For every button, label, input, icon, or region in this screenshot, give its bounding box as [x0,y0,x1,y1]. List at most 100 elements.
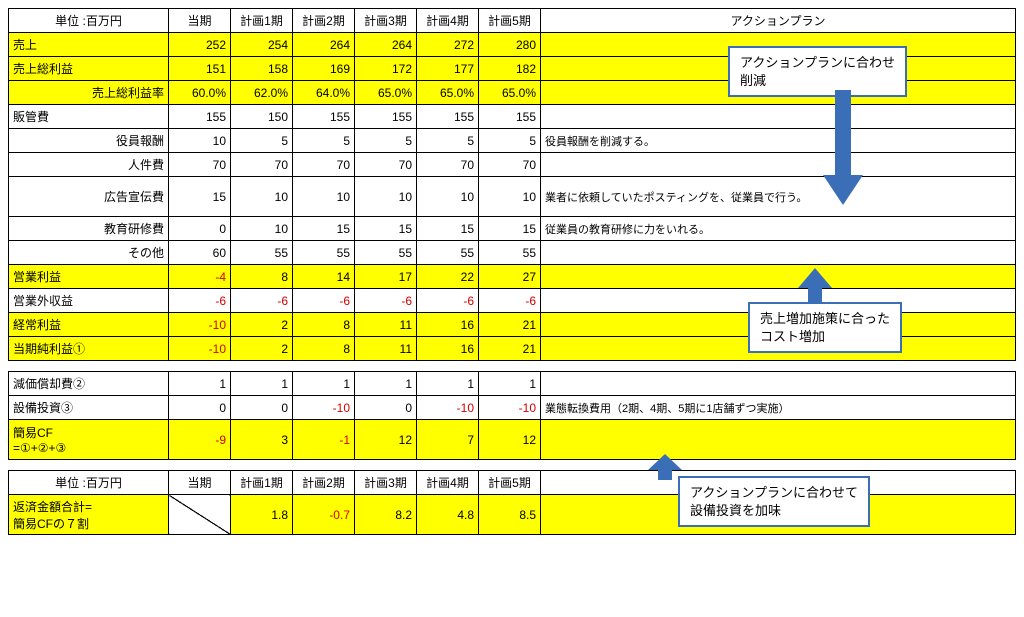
row-label: 売上総利益 [9,57,169,81]
action-cell: 業者に依頼していたポスティングを、従業員で行う。 [541,177,1016,217]
cell: 8 [293,313,355,337]
hdr3-p2: 計画2期 [293,471,355,495]
cell: 10 [231,217,293,241]
cell: 0 [169,217,231,241]
table-row: その他605555555555 [9,241,1016,265]
cell: 62.0% [231,81,293,105]
cell: 12 [355,420,417,460]
cell: 155 [417,105,479,129]
cell: 169 [293,57,355,81]
cell: 158 [231,57,293,81]
table-row: 設備投資③00-100-10-10業態転換費用（2期、4期、5期に1店舗ずつ実施… [9,396,1016,420]
cell: 70 [169,153,231,177]
cell: 172 [355,57,417,81]
cell: -6 [231,289,293,313]
cell: 10 [293,177,355,217]
hdr3-p3: 計画3期 [355,471,417,495]
cell: -10 [417,396,479,420]
table-row: 人件費707070707070 [9,153,1016,177]
cell: -6 [417,289,479,313]
cell: 55 [355,241,417,265]
hdr3-p4: 計画4期 [417,471,479,495]
hdr-p2: 計画2期 [293,9,355,33]
cell: 70 [417,153,479,177]
cell: 55 [479,241,541,265]
callout-text: 売上増加施策に合ったコスト増加 [760,311,890,344]
cell: 0 [355,396,417,420]
cell: 1 [355,372,417,396]
cell: 21 [479,337,541,361]
cell: 70 [479,153,541,177]
row-label: 設備投資③ [9,396,169,420]
cell: -10 [169,337,231,361]
cell: 8.5 [479,495,541,535]
cell: -10 [479,396,541,420]
cell: 55 [417,241,479,265]
cell: 65.0% [417,81,479,105]
row-label: 売上総利益率 [9,81,169,105]
cell: 1 [293,372,355,396]
row-label: 教育研修費 [9,217,169,241]
cell: 21 [479,313,541,337]
cell: 0 [169,396,231,420]
hdr-p3: 計画3期 [355,9,417,33]
hdr-cur: 当期 [169,9,231,33]
cell: 155 [355,105,417,129]
cell: -6 [169,289,231,313]
cell: 11 [355,337,417,361]
action-cell [541,105,1016,129]
cell: 22 [417,265,479,289]
table-row: 簡易CF=①+②+③-93-112712 [9,420,1016,460]
cell: 2 [231,337,293,361]
cell: 272 [417,33,479,57]
cell: 10 [169,129,231,153]
plan-table-2: 減価償却費②111111設備投資③00-100-10-10業態転換費用（2期、4… [8,371,1016,460]
hdr-p1: 計画1期 [231,9,293,33]
cell: -10 [293,396,355,420]
table-row: 営業利益-4814172227 [9,265,1016,289]
cell: 15 [479,217,541,241]
row-label: 減価償却費② [9,372,169,396]
action-cell [541,153,1016,177]
cell: -10 [169,313,231,337]
cell: 15 [355,217,417,241]
cell: 17 [355,265,417,289]
cell: 8.2 [355,495,417,535]
cell: 5 [479,129,541,153]
action-cell: 従業員の教育研修に力をいれる。 [541,217,1016,241]
hdr-p5: 計画5期 [479,9,541,33]
action-cell [541,420,1016,460]
row-label: 広告宣伝費 [9,177,169,217]
callout-text: アクションプランに合わせ削減 [740,55,895,88]
action-cell [541,241,1016,265]
cell: 15 [417,217,479,241]
cell: 8 [293,337,355,361]
cell: 5 [417,129,479,153]
cell: 155 [479,105,541,129]
cell: 10 [479,177,541,217]
cell: 15 [293,217,355,241]
cell: 155 [293,105,355,129]
cell: -0.7 [293,495,355,535]
cell: 27 [479,265,541,289]
cell: 12 [479,420,541,460]
cell: 0 [231,396,293,420]
cell: 264 [355,33,417,57]
cell: 15 [169,177,231,217]
hdr3-p1: 計画1期 [231,471,293,495]
table-row: 教育研修費01015151515従業員の教育研修に力をいれる。 [9,217,1016,241]
cell: 1 [169,372,231,396]
callout-text: アクションプランに合わせて設備投資を加味 [690,485,858,518]
cell: 5 [355,129,417,153]
table-row: 販管費155150155155155155 [9,105,1016,129]
cell: 10 [355,177,417,217]
cell: 8 [231,265,293,289]
cell [169,495,231,535]
cell: 182 [479,57,541,81]
cell: -9 [169,420,231,460]
row-label: 営業外収益 [9,289,169,313]
cell: 2 [231,313,293,337]
row-label: 役員報酬 [9,129,169,153]
cell: -1 [293,420,355,460]
cell: 1 [417,372,479,396]
